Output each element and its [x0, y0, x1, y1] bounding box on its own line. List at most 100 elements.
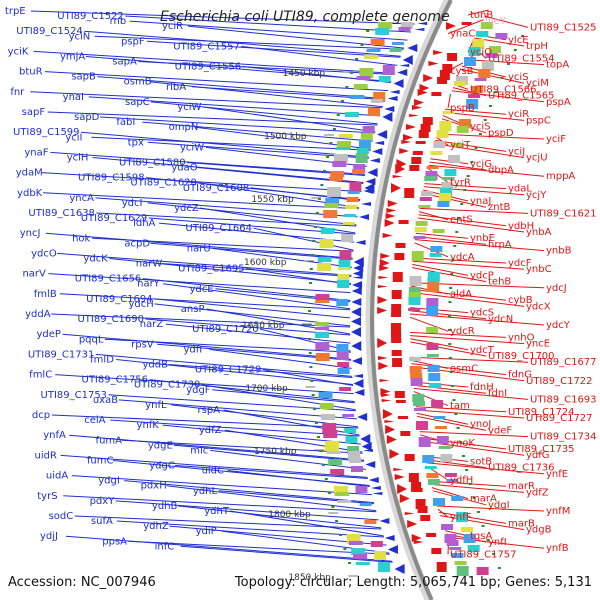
gene-arrow [386, 208, 397, 213]
gene-arrow [353, 374, 364, 378]
feature-block [432, 229, 445, 233]
gene-label: UTI89_C1599 [13, 127, 80, 138]
gene-label: btuR [19, 67, 43, 78]
gene-arrow [377, 338, 388, 348]
tick-dot [311, 394, 315, 396]
connector-line [150, 242, 353, 260]
gene-arrow [380, 393, 391, 397]
feature-block [359, 68, 374, 78]
feature-block [404, 188, 415, 198]
tick-dot [309, 366, 313, 368]
tick-dot [470, 161, 474, 163]
connector-line [415, 235, 487, 245]
gene-label: yciN [69, 31, 91, 42]
tick-dot [474, 147, 478, 149]
feature-block [408, 297, 421, 305]
feature-block [435, 426, 448, 429]
gene-arrow [377, 307, 388, 314]
gene-label: pspC [526, 115, 551, 126]
connector-line [33, 50, 395, 74]
feature-block [437, 77, 448, 84]
connector-line [413, 387, 529, 400]
gene-arrow [385, 425, 396, 434]
feature-block [451, 143, 464, 147]
feature-block [474, 78, 487, 81]
gene-label: ydcA [450, 252, 475, 263]
feature-block [426, 166, 439, 169]
feature-block [436, 436, 449, 444]
tick-dot [478, 133, 482, 135]
gene-arrow [372, 148, 383, 155]
gene-label: UTI89_C1608 [183, 183, 250, 194]
connector-line [60, 454, 368, 478]
gene-arrow [382, 233, 393, 238]
gene-label: sapB [71, 72, 96, 83]
gene-arrow [365, 178, 376, 185]
feature-block [321, 414, 336, 420]
connector-line [47, 111, 378, 126]
gene-label: ydcT [470, 345, 495, 356]
gene-arrow [384, 219, 395, 227]
tick-label: 1450 kbp [283, 69, 326, 79]
feature-block [441, 182, 454, 189]
tick-dot [481, 525, 485, 527]
gene-label: sapC [125, 97, 150, 108]
gene-arrow [380, 388, 391, 395]
feature-block [315, 332, 330, 338]
connector-line [173, 444, 365, 462]
gene-label: ydgI [98, 476, 120, 487]
feature-block [415, 141, 426, 144]
feature-block [345, 205, 358, 209]
feature-block [332, 161, 347, 167]
gene-arrow [384, 535, 395, 541]
tick-dot [500, 77, 504, 79]
feature-block [391, 290, 402, 299]
connector-line [412, 257, 507, 264]
feature-block [426, 298, 439, 307]
feature-block [404, 454, 415, 461]
tick-dot [488, 105, 492, 107]
feature-block [439, 121, 452, 131]
feature-block [346, 534, 361, 544]
gene-label: ynbB [546, 246, 572, 257]
feature-block [444, 473, 457, 477]
feature-block [335, 147, 350, 150]
gene-arrow [380, 253, 391, 259]
feature-block [370, 99, 383, 103]
gene-label: UTI89_C1556 [175, 62, 242, 73]
feature-block [339, 387, 352, 391]
feature-block [353, 554, 368, 559]
gene-arrow [351, 327, 362, 337]
connector-line [154, 298, 351, 319]
feature-block [397, 416, 408, 419]
connector-line [411, 356, 529, 363]
gene-label: ldhA [133, 218, 155, 229]
feature-block [433, 416, 446, 419]
feature-block [447, 53, 458, 61]
feature-block [429, 253, 442, 257]
gene-label: narU [187, 243, 211, 254]
feature-block [355, 486, 368, 493]
feature-block [315, 327, 330, 330]
gene-label: ydaM [16, 168, 43, 179]
connector-line [417, 415, 487, 431]
tick-dot [460, 203, 464, 205]
gene-label: ydgB [526, 525, 552, 536]
gene-label: ydcH [128, 299, 153, 310]
gene-label: UTI89_C1525 [530, 22, 597, 33]
feature-block [360, 133, 373, 140]
tick-dot [494, 91, 498, 93]
feature-block [446, 479, 459, 482]
gene-arrow [428, 61, 439, 66]
gene-arrow [395, 164, 406, 174]
connector-line [203, 106, 376, 133]
connector-line [410, 288, 507, 301]
feature-block [451, 496, 464, 501]
connector-line [431, 483, 525, 493]
gene-label: UTI89_C1656 [75, 274, 142, 285]
feature-block [441, 524, 454, 530]
connector-line [210, 449, 366, 470]
feature-block [359, 503, 372, 506]
connector-line [69, 434, 365, 461]
gene-label: yciI [65, 132, 82, 143]
